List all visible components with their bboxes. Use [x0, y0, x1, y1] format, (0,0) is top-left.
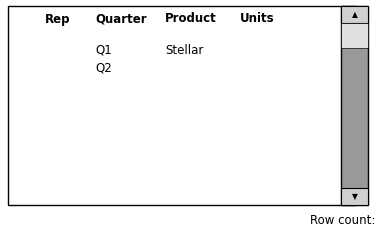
Text: Row count: 12: Row count: 12 — [310, 213, 376, 226]
Text: Units: Units — [240, 13, 274, 25]
Bar — [341, 6, 368, 205]
Text: Quarter: Quarter — [95, 13, 147, 25]
Text: ▲: ▲ — [352, 10, 358, 19]
Bar — [341, 23, 368, 48]
Text: Q1: Q1 — [95, 44, 112, 56]
Bar — [341, 6, 368, 23]
Text: Rep: Rep — [45, 13, 71, 25]
Text: Q2: Q2 — [95, 62, 112, 75]
Text: Product: Product — [165, 13, 217, 25]
Text: Stellar: Stellar — [165, 44, 203, 56]
Text: ▼: ▼ — [352, 192, 358, 201]
Bar — [8, 6, 356, 205]
Bar — [341, 188, 368, 205]
